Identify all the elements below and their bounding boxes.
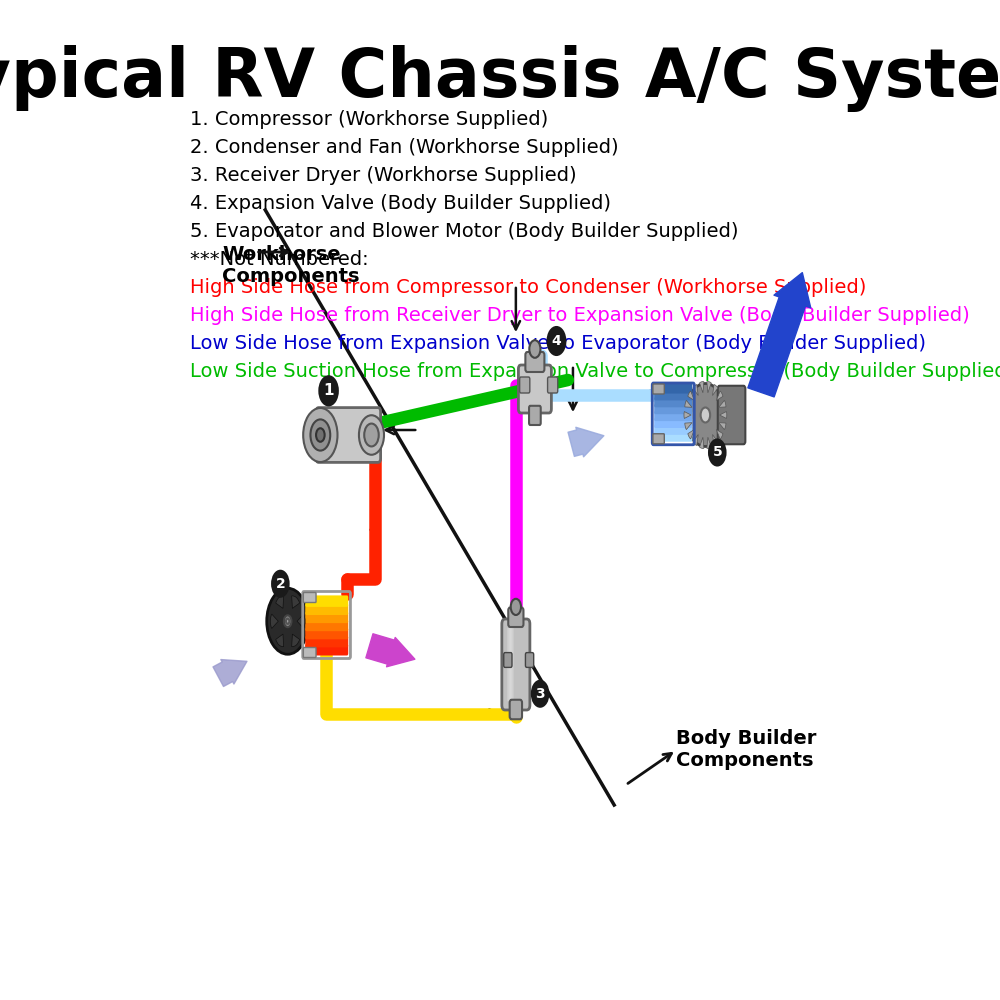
Wedge shape bbox=[707, 382, 711, 393]
Text: 1: 1 bbox=[323, 383, 334, 398]
FancyBboxPatch shape bbox=[653, 434, 664, 444]
Wedge shape bbox=[713, 434, 718, 445]
Circle shape bbox=[511, 599, 521, 615]
Circle shape bbox=[286, 619, 289, 624]
Circle shape bbox=[548, 327, 565, 355]
FancyBboxPatch shape bbox=[529, 406, 541, 425]
Text: Low Side Hose from Expansion Valve to Evaporator (Body Builder Supplied): Low Side Hose from Expansion Valve to Ev… bbox=[190, 334, 926, 353]
Text: High Side Hose from Compressor to Condenser (Workhorse Supplied): High Side Hose from Compressor to Conden… bbox=[190, 278, 867, 297]
Text: 3. Receiver Dryer (Workhorse Supplied): 3. Receiver Dryer (Workhorse Supplied) bbox=[190, 166, 577, 185]
FancyBboxPatch shape bbox=[548, 377, 558, 393]
Circle shape bbox=[319, 376, 338, 405]
FancyBboxPatch shape bbox=[520, 377, 530, 393]
Wedge shape bbox=[292, 634, 300, 647]
FancyBboxPatch shape bbox=[525, 352, 544, 372]
Wedge shape bbox=[276, 634, 284, 647]
Text: 1. Compressor (Workhorse Supplied): 1. Compressor (Workhorse Supplied) bbox=[190, 110, 549, 129]
Wedge shape bbox=[276, 596, 284, 608]
Wedge shape bbox=[693, 434, 698, 445]
Wedge shape bbox=[716, 391, 723, 401]
FancyBboxPatch shape bbox=[654, 425, 692, 435]
Text: 2: 2 bbox=[275, 577, 285, 591]
FancyBboxPatch shape bbox=[654, 397, 692, 407]
Circle shape bbox=[267, 588, 309, 654]
Circle shape bbox=[284, 615, 291, 627]
Wedge shape bbox=[700, 437, 704, 448]
Circle shape bbox=[709, 440, 726, 466]
FancyBboxPatch shape bbox=[654, 390, 692, 400]
FancyArrowPatch shape bbox=[568, 427, 604, 457]
Circle shape bbox=[364, 424, 379, 446]
Text: 5. Evaporator and Blower Motor (Body Builder Supplied): 5. Evaporator and Blower Motor (Body Bui… bbox=[190, 222, 739, 241]
Wedge shape bbox=[292, 596, 300, 608]
Wedge shape bbox=[719, 423, 726, 430]
FancyBboxPatch shape bbox=[653, 384, 664, 394]
FancyBboxPatch shape bbox=[518, 365, 551, 413]
Wedge shape bbox=[685, 400, 692, 407]
Wedge shape bbox=[684, 412, 691, 418]
Wedge shape bbox=[688, 429, 694, 439]
Circle shape bbox=[532, 681, 548, 707]
FancyBboxPatch shape bbox=[305, 595, 348, 607]
Wedge shape bbox=[707, 437, 711, 448]
Circle shape bbox=[529, 340, 540, 358]
FancyBboxPatch shape bbox=[303, 592, 316, 602]
FancyBboxPatch shape bbox=[305, 628, 348, 639]
FancyArrowPatch shape bbox=[213, 660, 247, 686]
Text: 3: 3 bbox=[535, 687, 545, 701]
Text: Workhorse
Components: Workhorse Components bbox=[222, 244, 360, 286]
Wedge shape bbox=[270, 614, 278, 628]
Circle shape bbox=[303, 408, 337, 462]
FancyBboxPatch shape bbox=[305, 620, 348, 631]
Text: High Side Hose from Receiver Dryer to Expansion Valve (Body Builder Supplied): High Side Hose from Receiver Dryer to Ex… bbox=[190, 306, 970, 325]
FancyBboxPatch shape bbox=[654, 383, 692, 394]
FancyBboxPatch shape bbox=[305, 603, 348, 615]
FancyBboxPatch shape bbox=[303, 648, 316, 658]
FancyBboxPatch shape bbox=[510, 628, 514, 702]
Wedge shape bbox=[685, 423, 692, 430]
FancyBboxPatch shape bbox=[510, 700, 522, 719]
Text: Body Builder
Components: Body Builder Components bbox=[676, 730, 817, 770]
FancyBboxPatch shape bbox=[305, 612, 348, 623]
Wedge shape bbox=[720, 412, 727, 418]
Wedge shape bbox=[693, 385, 698, 396]
Circle shape bbox=[701, 408, 710, 422]
FancyBboxPatch shape bbox=[316, 408, 381, 462]
Circle shape bbox=[316, 428, 325, 442]
Text: Low Side Suction Hose from Expansion Valve to Compressor (Body Builder Supplied): Low Side Suction Hose from Expansion Val… bbox=[190, 362, 1000, 381]
Wedge shape bbox=[719, 400, 726, 407]
Text: ***Not Numbered:: ***Not Numbered: bbox=[190, 250, 369, 269]
FancyBboxPatch shape bbox=[654, 411, 692, 421]
FancyBboxPatch shape bbox=[504, 653, 512, 667]
FancyBboxPatch shape bbox=[654, 432, 692, 442]
Text: 4: 4 bbox=[552, 334, 561, 348]
FancyBboxPatch shape bbox=[508, 607, 523, 627]
Circle shape bbox=[359, 415, 384, 455]
FancyBboxPatch shape bbox=[507, 628, 511, 702]
Wedge shape bbox=[713, 385, 718, 396]
FancyBboxPatch shape bbox=[502, 619, 530, 710]
Text: Typical RV Chassis A/C System: Typical RV Chassis A/C System bbox=[0, 45, 1000, 112]
FancyArrowPatch shape bbox=[366, 634, 415, 667]
FancyBboxPatch shape bbox=[654, 418, 692, 428]
Wedge shape bbox=[700, 382, 704, 393]
Wedge shape bbox=[688, 391, 694, 401]
Text: 2. Condenser and Fan (Workhorse Supplied): 2. Condenser and Fan (Workhorse Supplied… bbox=[190, 138, 619, 157]
FancyBboxPatch shape bbox=[305, 636, 348, 647]
Wedge shape bbox=[297, 614, 305, 628]
FancyBboxPatch shape bbox=[305, 644, 348, 656]
FancyBboxPatch shape bbox=[654, 404, 692, 414]
Text: 5: 5 bbox=[712, 446, 722, 460]
Circle shape bbox=[685, 383, 725, 446]
Circle shape bbox=[272, 571, 289, 597]
FancyBboxPatch shape bbox=[718, 386, 745, 444]
FancyArrowPatch shape bbox=[748, 273, 811, 397]
Text: 4. Expansion Valve (Body Builder Supplied): 4. Expansion Valve (Body Builder Supplie… bbox=[190, 194, 611, 213]
FancyBboxPatch shape bbox=[509, 628, 512, 702]
FancyBboxPatch shape bbox=[525, 653, 534, 667]
Circle shape bbox=[310, 419, 330, 451]
Wedge shape bbox=[716, 429, 723, 439]
